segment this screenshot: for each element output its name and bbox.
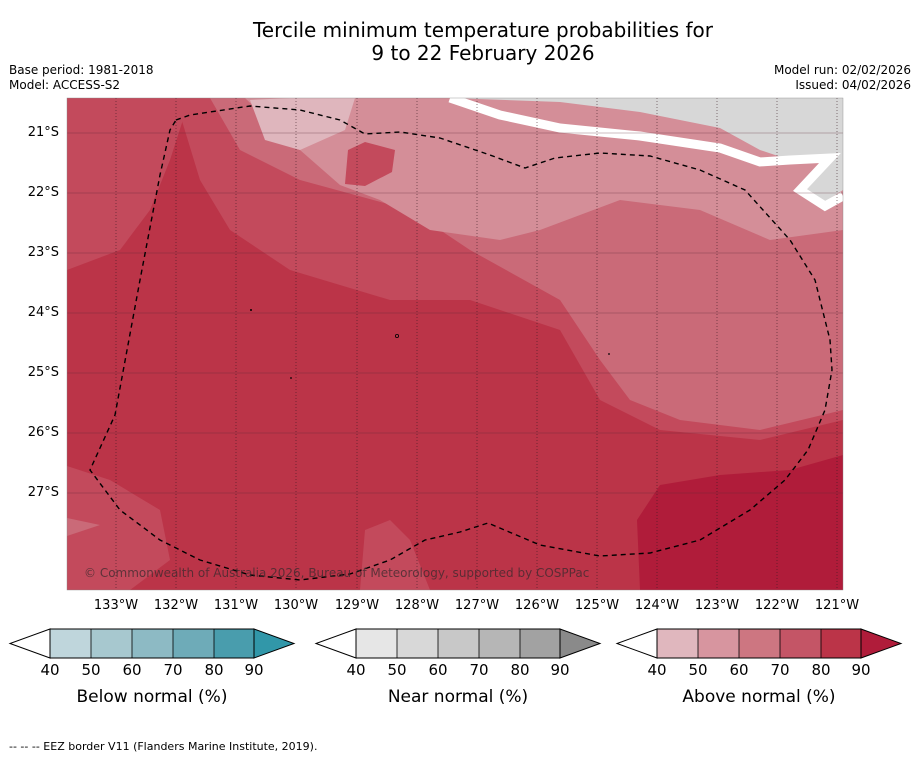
probability-field	[67, 98, 843, 590]
field-60-70-sw	[67, 518, 100, 536]
above-tick-50: 50	[688, 661, 708, 679]
lon-label-125w: 125°W	[574, 598, 620, 613]
lat-label-24s: 24°S	[27, 305, 59, 320]
model-text: Model: ACCESS-S2	[9, 78, 121, 92]
lat-label-23s: 23°S	[27, 245, 59, 260]
lat-label-25s: 25°S	[27, 365, 59, 380]
above-tick-70: 70	[770, 661, 790, 679]
issued-text: Issued: 04/02/2026	[795, 78, 911, 92]
lon-label-130w: 130°W	[273, 598, 319, 613]
lon-label-127w: 127°W	[454, 598, 500, 613]
below-tick-70: 70	[163, 661, 183, 679]
near-tick-80: 80	[510, 661, 530, 679]
below-tick-40: 40	[40, 661, 60, 679]
field-70-80-sw	[67, 466, 170, 590]
below-normal-label: Below normal (%)	[76, 687, 228, 707]
below-tick-80: 80	[204, 661, 224, 679]
island-markers	[250, 309, 610, 379]
above-tick-90: 90	[851, 661, 871, 679]
near-normal-boundary	[448, 98, 843, 212]
field-50-60	[245, 98, 843, 240]
below-tick-50: 50	[81, 661, 101, 679]
lat-label-27s: 27°S	[27, 485, 59, 500]
field-60-70-spot	[718, 320, 770, 360]
near-normal-area	[450, 98, 843, 205]
lon-label-122w: 122°W	[754, 598, 800, 613]
near-tick-40: 40	[346, 661, 366, 679]
near-tick-50: 50	[387, 661, 407, 679]
field-40-50-nw	[250, 98, 355, 150]
copyright-notice: © Commonwealth of Australia 2026, Bureau…	[84, 566, 590, 580]
near-tick-90: 90	[550, 661, 570, 679]
lat-label-22s: 22°S	[27, 185, 59, 200]
metadata-left: Base period: 1981-2018 Model: ACCESS-S2	[9, 63, 154, 93]
below-tick-60: 60	[122, 661, 142, 679]
colorbar-below-normal	[8, 628, 296, 659]
near-normal-label: Near normal (%)	[387, 687, 529, 707]
lon-label-131w: 131°W	[213, 598, 259, 613]
metadata-right: Model run: 02/02/2026 Issued: 04/02/2026	[774, 63, 911, 93]
lon-label-121w: 121°W	[814, 598, 860, 613]
map-title: Tercile minimum temperature probabilitie…	[0, 19, 919, 65]
lon-label-123w: 123°W	[694, 598, 740, 613]
eez-border	[89, 105, 833, 581]
title-line-1: Tercile minimum temperature probabilitie…	[252, 18, 714, 42]
above-tick-80: 80	[811, 661, 831, 679]
lon-label-129w: 129°W	[334, 598, 380, 613]
graticule	[67, 98, 843, 590]
field-70-80-west	[67, 98, 190, 270]
near-tick-60: 60	[428, 661, 448, 679]
lat-label-26s: 26°S	[27, 425, 59, 440]
lat-label-21s: 21°S	[27, 125, 59, 140]
field-90-plus	[637, 455, 843, 590]
base-period-text: Base period: 1981-2018	[9, 63, 154, 77]
above-tick-40: 40	[647, 661, 667, 679]
map-frame	[66, 97, 844, 591]
lon-label-132w: 132°W	[153, 598, 199, 613]
lon-label-133w: 133°W	[93, 598, 139, 613]
field-70-80-spot	[345, 142, 395, 186]
lon-label-126w: 126°W	[514, 598, 560, 613]
eez-footnote: -- -- -- EEZ border V11 (Flanders Marine…	[9, 740, 318, 753]
near-tick-70: 70	[469, 661, 489, 679]
above-normal-label: Above normal (%)	[682, 687, 836, 707]
colorbar-near-normal	[314, 628, 602, 659]
model-run-text: Model run: 02/02/2026	[773, 63, 911, 77]
above-tick-60: 60	[729, 661, 749, 679]
lon-label-128w: 128°W	[394, 598, 440, 613]
colorbar-above-normal	[615, 628, 903, 659]
title-line-2: 9 to 22 February 2026	[371, 41, 595, 65]
field-70-80-south	[360, 520, 430, 590]
lon-label-124w: 124°W	[634, 598, 680, 613]
below-tick-90: 90	[244, 661, 264, 679]
